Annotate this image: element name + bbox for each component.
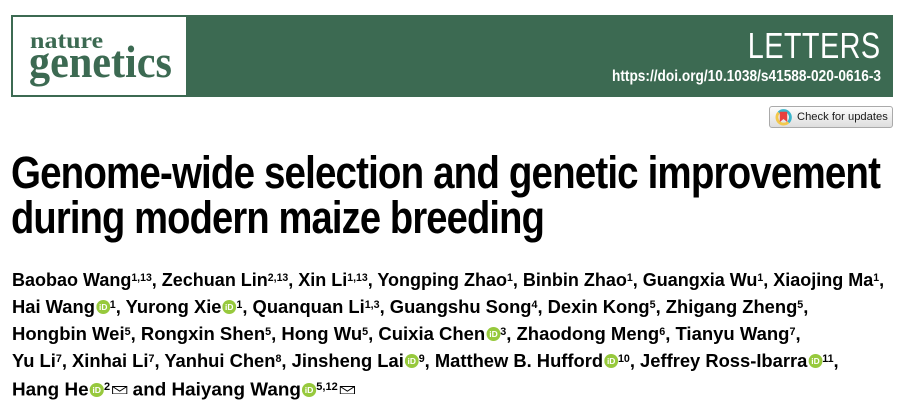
svg-text:iD: iD [607,356,615,366]
svg-text:iD: iD [225,302,233,312]
svg-text:iD: iD [92,385,101,395]
svg-text:iD: iD [489,329,497,339]
svg-text:iD: iD [811,356,819,366]
svg-text:iD: iD [99,302,107,312]
svg-text:iD: iD [408,356,416,366]
svg-text:iD: iD [305,385,314,395]
